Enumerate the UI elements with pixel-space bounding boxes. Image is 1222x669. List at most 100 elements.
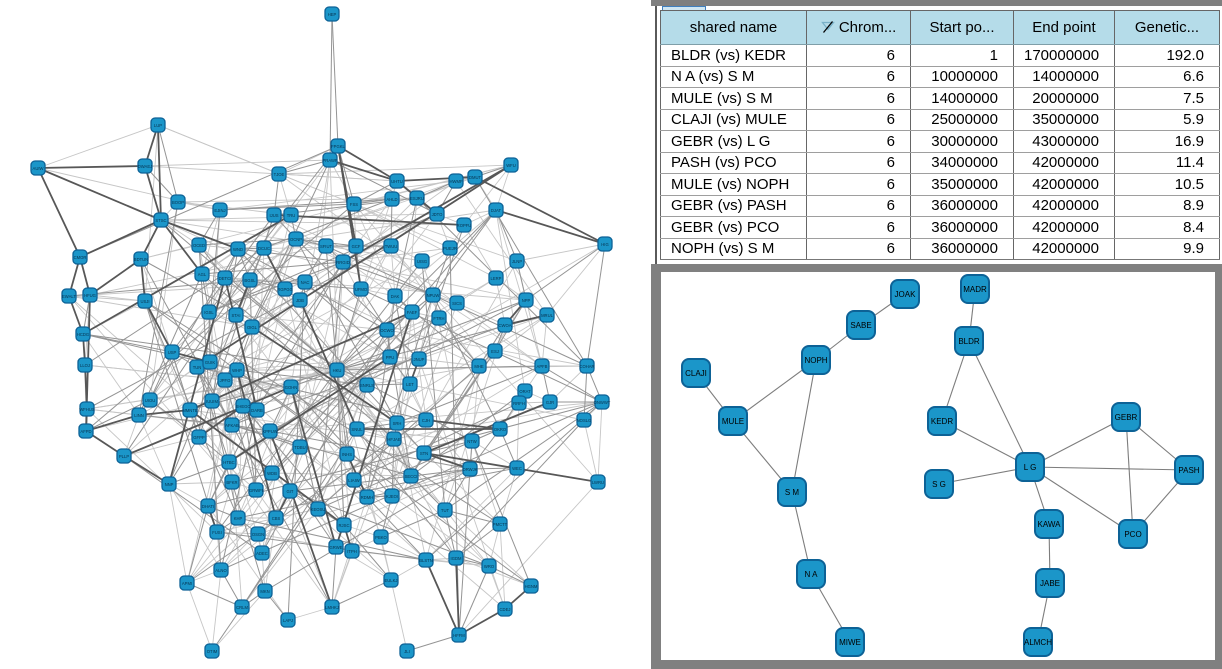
svg-text:EULKJ: EULKJ — [384, 578, 397, 583]
svg-text:OIGL: OIGL — [247, 325, 258, 330]
svg-text:UIOU: UIOU — [145, 398, 155, 403]
svg-text:GRWE: GRWE — [330, 545, 343, 550]
svg-text:GIT: GIT — [287, 489, 294, 494]
svg-text:KJEOI: KJEOI — [386, 494, 398, 499]
svg-text:FUSI: FUSI — [212, 530, 222, 535]
svg-text:HEP: HEP — [328, 12, 337, 17]
svg-text:RRFH: RRFH — [513, 401, 525, 406]
svg-text:OCWO: OCWO — [380, 328, 394, 333]
svg-text:LWRU: LWRU — [592, 480, 604, 485]
svg-text:MIWE: MIWE — [839, 638, 861, 647]
svg-text:JLI: JLI — [404, 649, 410, 654]
svg-text:TJOE: TJOE — [274, 172, 285, 177]
svg-text:TUN: TUN — [193, 365, 202, 370]
svg-text:UISG: UISG — [417, 259, 427, 264]
svg-text:MKN: MKN — [260, 589, 269, 594]
svg-text:OCNP: OCNP — [290, 237, 302, 242]
svg-text:DARB: DARB — [251, 408, 263, 413]
svg-text:COHAR: COHAR — [579, 364, 594, 369]
svg-text:OKRO: OKRO — [494, 427, 507, 432]
svg-text:ORWJK: ORWJK — [462, 467, 477, 472]
svg-text:PCO: PCO — [1124, 530, 1141, 539]
svg-text:INHS: INHS — [342, 452, 352, 457]
svg-text:OCED: OCED — [193, 243, 205, 248]
svg-text:CRLM: CRLM — [236, 605, 248, 610]
svg-text:BLSTN: BLSTN — [419, 558, 433, 563]
svg-text:FPGKL: FPGKL — [331, 144, 345, 149]
svg-text:HTBC: HTBC — [223, 460, 234, 465]
svg-text:STN: STN — [420, 451, 428, 456]
svg-text:PRAWF: PRAWF — [323, 158, 338, 163]
svg-text:WFHUS: WFHUS — [79, 407, 95, 412]
svg-text:GEBR: GEBR — [1115, 413, 1138, 422]
svg-text:GUIK: GUIK — [205, 360, 215, 365]
svg-text:ESJRU: ESJRU — [410, 196, 424, 201]
svg-text:BGSL: BGSL — [244, 278, 256, 283]
svg-text:IGSL: IGSL — [204, 310, 214, 315]
svg-text:LAPJ: LAPJ — [283, 618, 293, 623]
svg-text:EJINJ: EJINJ — [214, 208, 225, 213]
svg-text:CLAJI: CLAJI — [685, 369, 707, 378]
svg-text:ALNO: ALNO — [215, 568, 227, 573]
svg-text:NNP: NNP — [165, 482, 174, 487]
svg-text:SNUL: SNUL — [351, 427, 363, 432]
svg-text:NPUW: NPUW — [427, 293, 440, 298]
svg-text:BDTUN: BDTUN — [134, 257, 148, 262]
svg-text:AFPD: AFPD — [80, 429, 91, 434]
svg-text:CJH: CJH — [422, 418, 430, 423]
svg-text:MMNTE: MMNTE — [182, 408, 198, 413]
svg-text:N A: N A — [805, 570, 819, 579]
svg-text:DJAT: DJAT — [491, 208, 502, 213]
svg-text:S M: S M — [785, 488, 800, 497]
svg-text:JDB: JDB — [296, 298, 304, 303]
svg-text:WDB: WDB — [267, 471, 277, 476]
svg-text:UHTU: UHTU — [391, 179, 403, 184]
svg-text:WND: WND — [233, 247, 243, 252]
svg-text:S G: S G — [932, 480, 946, 489]
svg-text:RJSC: RJSC — [339, 523, 350, 528]
svg-text:PASH: PASH — [1178, 466, 1199, 475]
svg-text:HFJAE: HFJAE — [387, 437, 400, 442]
svg-text:KEDR: KEDR — [931, 417, 953, 426]
svg-text:TRU: TRU — [287, 213, 296, 218]
svg-text:PMCTT: PMCTT — [493, 522, 508, 527]
svg-text:MRUL: MRUL — [541, 313, 554, 318]
svg-text:SRH: SRH — [393, 421, 402, 426]
svg-text:JPFO: JPFO — [220, 378, 231, 383]
svg-text:TDBU: TDBU — [294, 445, 305, 450]
svg-text:SNRLS: SNRLS — [360, 383, 374, 388]
svg-text:LLOJ: LLOJ — [80, 363, 90, 368]
svg-text:AFKAB: AFKAB — [225, 423, 239, 428]
svg-text:MULE: MULE — [722, 417, 744, 426]
svg-text:LIAIW: LIAIW — [348, 478, 359, 483]
svg-text:RDMH: RDMH — [361, 495, 374, 500]
svg-text:FAEF: FAEF — [407, 310, 418, 315]
svg-text:PBKO: PBKO — [375, 535, 387, 540]
svg-text:LUP: LUP — [154, 123, 162, 128]
svg-text:HKU: HKU — [333, 368, 342, 373]
svg-text:JDTO: JDTO — [432, 212, 444, 217]
svg-text:JNUP: JNUP — [414, 357, 425, 362]
svg-text:KAWA: KAWA — [1038, 520, 1062, 529]
svg-text:TWUU: TWUU — [385, 244, 398, 249]
svg-text:CDEJ: CDEJ — [500, 607, 511, 612]
svg-text:WEC: WEC — [512, 466, 522, 471]
svg-text:LINN: LINN — [134, 413, 144, 418]
svg-text:RGPGG: RGPGG — [277, 287, 293, 292]
svg-text:AHLD: AHLD — [386, 197, 397, 202]
svg-text:GRWFI: GRWFI — [249, 488, 263, 493]
svg-text:USJI: USJI — [140, 299, 149, 304]
svg-text:UFMO: UFMO — [355, 287, 368, 292]
svg-text:SABE: SABE — [850, 321, 871, 330]
svg-text:JABE: JABE — [1040, 579, 1060, 588]
svg-text:BOOP: BOOP — [172, 200, 184, 205]
svg-text:KEOSU: KEOSU — [311, 507, 326, 512]
svg-text:KHP: KHP — [234, 516, 243, 521]
svg-text:ITPH: ITPH — [347, 549, 357, 554]
svg-text:NTW: NTW — [467, 439, 477, 444]
svg-text:OTIM: OTIM — [207, 649, 218, 654]
svg-text:ORAT: ORAT — [519, 389, 531, 394]
svg-text:OSGN: OSGN — [252, 532, 264, 537]
svg-text:IGDM: IGDM — [451, 556, 462, 561]
svg-text:GJR: GJR — [546, 400, 554, 405]
